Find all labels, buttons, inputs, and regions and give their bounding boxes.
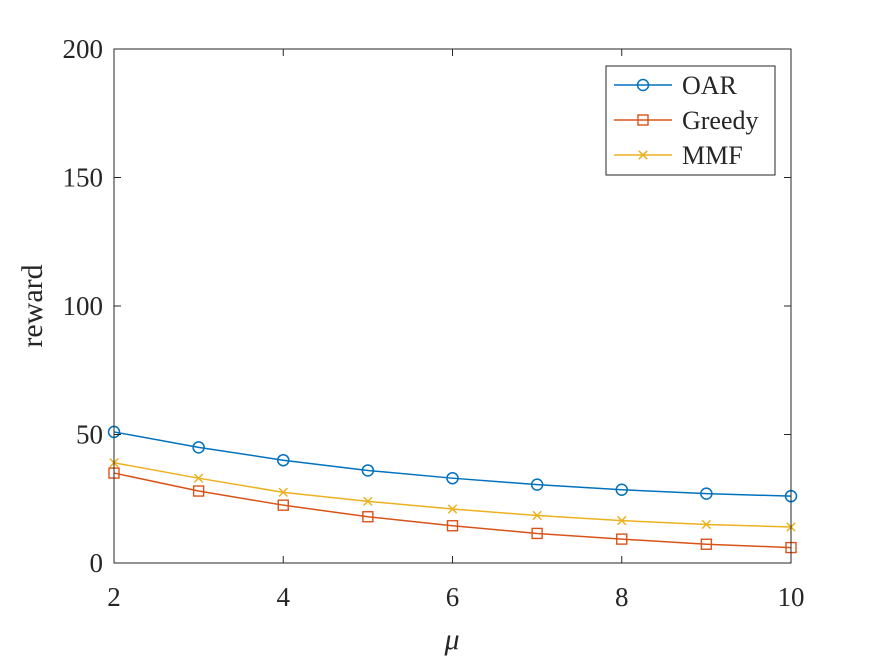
legend-label-oar: OAR [682, 71, 738, 100]
x-tick-label: 10 [778, 582, 805, 612]
data-point-mmf [617, 515, 627, 526]
data-point-oar [277, 453, 290, 467]
data-point-mmf [363, 496, 373, 507]
x-tick-label: 6 [446, 582, 460, 612]
y-tick-label: 200 [63, 34, 104, 64]
y-tick-label: 150 [63, 163, 104, 193]
y-tick-label: 100 [63, 291, 104, 321]
data-point-greedy [700, 538, 713, 550]
data-point-oar [192, 441, 205, 454]
legend: OAR Greedy MMF [605, 65, 776, 176]
axes-box [113, 48, 792, 564]
legend-label-mmf: MMF [682, 141, 743, 170]
data-point-greedy [531, 527, 543, 540]
series-line-greedy [113, 472, 792, 549]
data-point-oar [615, 483, 628, 497]
legend-marker-oar [636, 78, 650, 92]
data-point-greedy [362, 511, 374, 523]
data-point-greedy [192, 485, 205, 497]
data-point-mmf [447, 504, 458, 514]
legend-marker-mmf [638, 150, 648, 160]
data-point-mmf [532, 510, 542, 521]
x-axis-label: μ [443, 623, 459, 656]
data-point-greedy [277, 499, 289, 511]
x-tick-label: 8 [615, 582, 629, 612]
x-tick-label: 2 [107, 582, 121, 612]
data-point-greedy [616, 533, 628, 545]
data-point-mmf [193, 473, 204, 483]
series-line-oar [113, 431, 792, 497]
data-point-oar [361, 464, 375, 477]
data-point-greedy [446, 520, 459, 532]
data-point-mmf [278, 487, 288, 498]
data-point-oar [700, 487, 713, 500]
data-point-oar [446, 471, 459, 485]
legend-label-greedy: Greedy [682, 106, 759, 135]
y-axis-label: reward [16, 264, 49, 347]
x-tick-label: 4 [277, 582, 291, 612]
legend-marker-greedy [637, 114, 649, 126]
data-point-oar [530, 478, 544, 491]
y-tick-label: 50 [76, 420, 103, 450]
y-tick-label: 0 [90, 548, 104, 578]
data-point-mmf [701, 519, 712, 530]
